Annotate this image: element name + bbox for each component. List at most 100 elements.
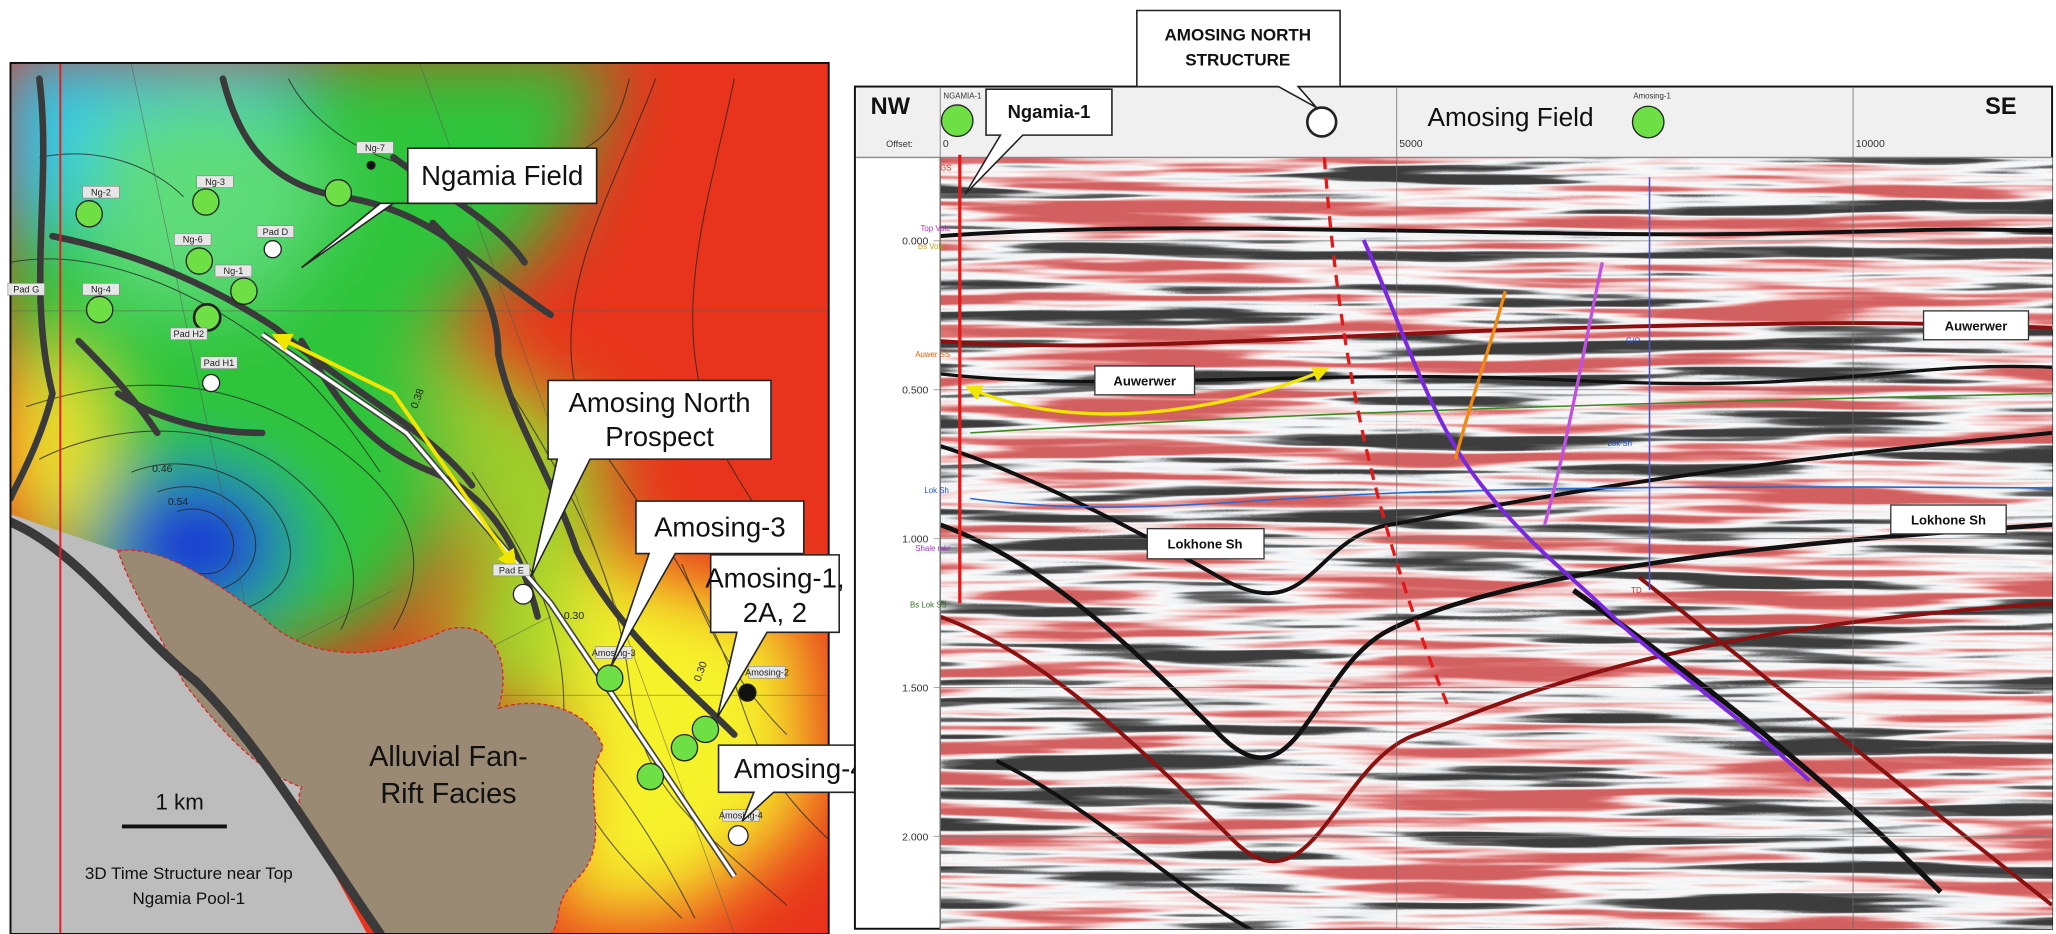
- well-tag: Amosing-2: [745, 668, 789, 678]
- shape: [407, 147, 598, 205]
- shape: [681, 563, 788, 735]
- shape: [530, 379, 772, 578]
- well-tag-box: [170, 327, 208, 341]
- rect: [1922, 310, 2030, 341]
- facies-label: Alluvial Fan-: [369, 741, 528, 773]
- shape: [940, 430, 2053, 596]
- well-tag: Pad H2: [174, 329, 205, 339]
- rect: [1890, 504, 2007, 535]
- well-tag-box: [256, 225, 295, 238]
- field-label: Amosing Field: [1427, 102, 1593, 132]
- horizon-tags: GS Top Volc Bs Volc Auwer SS Lok Sh Shal…: [910, 164, 1642, 610]
- horizon-tag: GS: [940, 164, 951, 173]
- shape: [429, 219, 738, 738]
- caption: 3D Time Structure near Top: [85, 864, 293, 883]
- callout: Amosing-3: [610, 500, 805, 667]
- horizon-tag: Bs Volc: [918, 242, 944, 251]
- circle: [738, 683, 757, 702]
- shape: [1136, 9, 1341, 109]
- horizon-text: Lokhone Sh: [1168, 536, 1243, 551]
- well-tag-box: [174, 233, 212, 246]
- x-tick-label: 5000: [1399, 139, 1422, 150]
- fault: [1543, 262, 1604, 526]
- fault: [1453, 290, 1507, 460]
- well-tag-box: [492, 563, 531, 577]
- well-tag: Ng-1: [223, 266, 243, 276]
- y-tick-label: 1.500: [902, 683, 928, 694]
- well-tag: Amosing-3: [592, 648, 636, 658]
- x-tick-label: 0: [943, 139, 949, 150]
- well-tag: Ng-3: [205, 177, 225, 187]
- section-axes: 0 5000 10000 0.000 0.500 1.000 1.500 2.000: [902, 87, 2053, 929]
- well-tag: Ng-2: [91, 187, 111, 197]
- horizon-tag: Bs Lok SS: [910, 600, 947, 609]
- circle: [192, 303, 222, 332]
- circle: [691, 715, 720, 744]
- horizon-tag: Lok Sh: [1608, 439, 1632, 448]
- well-tag-box: [200, 356, 238, 369]
- well-tag: Pad H1: [204, 358, 235, 368]
- callout: AMOSING NORTH STRUCTURE: [1136, 9, 1341, 109]
- shape: [940, 321, 2053, 348]
- callout-text: 2A, 2: [743, 597, 807, 628]
- callout: Amosing North Prospect: [530, 379, 772, 578]
- well-tags: Ng-2 Ng-3 Ng-6 Ng-4 Ng-1 Ng-7 Pad D Pad H2 Pad H…: [7, 141, 789, 822]
- horizon-box: Auwerwer: [1094, 365, 1196, 396]
- well-header: Amosing-1: [1633, 91, 1671, 100]
- callout-text: AMOSING NORTH: [1164, 26, 1311, 45]
- shape: [995, 759, 1254, 929]
- horizon-text: Auwerwer: [1113, 374, 1176, 389]
- callout-text: Amosing-4: [734, 753, 866, 784]
- horizon-box: Lokhone Sh: [1146, 527, 1265, 560]
- well-header: NGAMIA-1: [943, 91, 981, 100]
- shape: [970, 486, 2053, 508]
- facies-label: Rift Facies: [380, 778, 516, 810]
- horizon-text: Lokhone Sh: [1911, 513, 1986, 528]
- well-tag-box: [7, 283, 45, 296]
- wells: [75, 160, 757, 847]
- callout-text: Amosing-3: [654, 512, 786, 543]
- circle: [366, 160, 376, 170]
- callout: Ngamia Field: [301, 147, 598, 269]
- shape: [10, 514, 368, 934]
- horizon-tag: G/O: [1626, 337, 1640, 346]
- shape: [39, 153, 184, 198]
- direction: NW: [871, 94, 911, 120]
- circle: [512, 583, 534, 605]
- ellipse: [10, 354, 105, 538]
- well-tag: Pad D: [263, 227, 289, 237]
- shape: [570, 78, 657, 394]
- well-tag: Amosing-4: [719, 811, 763, 821]
- y-tick-label: 0.000: [902, 237, 928, 248]
- shape: [10, 517, 385, 934]
- callout-text: Amosing North: [569, 387, 751, 418]
- well-tag: Ng-6: [183, 235, 203, 245]
- shape: [610, 500, 805, 667]
- scale-label: 1 km: [155, 789, 203, 814]
- well-tag-box: [196, 175, 234, 188]
- shape: [940, 522, 2053, 761]
- structure-marker: [1305, 106, 1338, 138]
- horizon-tag: Top Volc: [920, 224, 950, 233]
- contour-label: 0.30: [564, 611, 585, 622]
- map-frame: [9, 61, 830, 934]
- well-tag: Pad E: [499, 565, 524, 575]
- well-tag: Ng-7: [365, 143, 385, 153]
- well-marker: [1631, 105, 1665, 139]
- well-tag-box: [748, 666, 786, 679]
- shape: [75, 337, 161, 437]
- well-tag-box: [82, 283, 120, 296]
- x-tick-label: 10000: [1856, 139, 1885, 150]
- shape: [1637, 575, 2053, 907]
- shape: [970, 392, 2053, 434]
- caption: Ngamia Pool-1: [133, 889, 246, 908]
- shape: [117, 549, 604, 934]
- shape: [419, 62, 735, 934]
- circle: [192, 188, 220, 216]
- well-marker: [940, 104, 974, 138]
- circle: [324, 179, 353, 207]
- contour-label: 0.54: [168, 497, 189, 508]
- rect: [1146, 527, 1265, 560]
- callout-text: Prospect: [605, 421, 714, 452]
- circle: [263, 240, 282, 259]
